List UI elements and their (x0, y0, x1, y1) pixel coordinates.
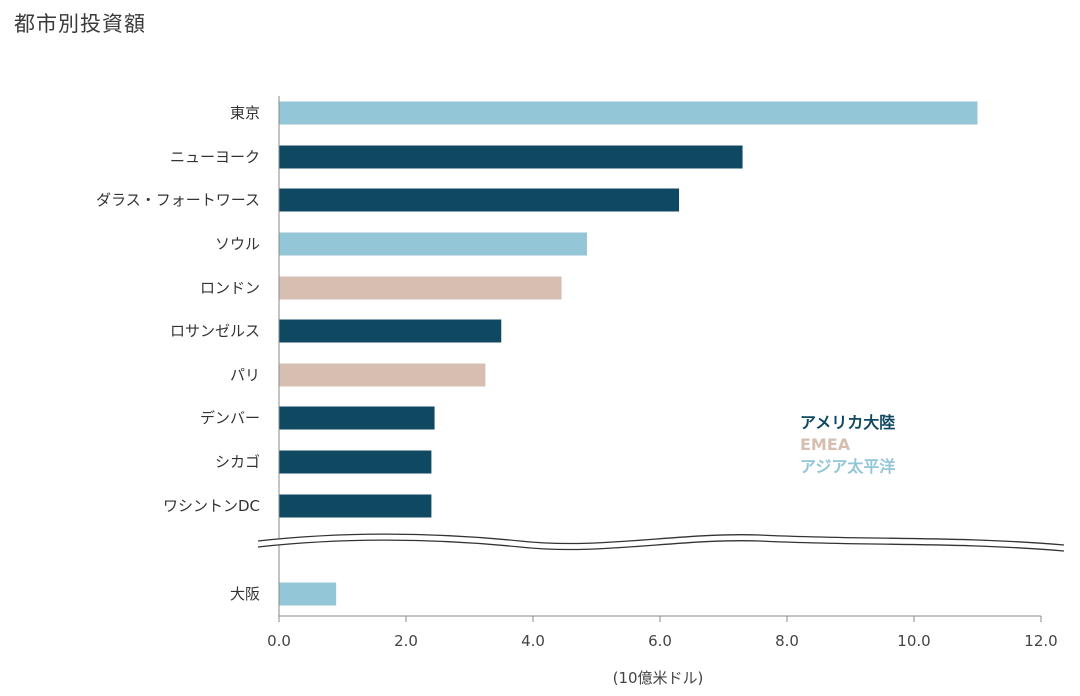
category-label: ロサンゼルス (170, 322, 260, 340)
category-label: シカゴ (215, 453, 260, 471)
category-label: 東京 (230, 104, 260, 122)
category-labels: 東京ニューヨークダラス・フォートワースソウルロンドンロサンゼルスパリデンバーシカ… (96, 104, 260, 603)
category-label: ロンドン (200, 279, 260, 297)
x-axis: 0.0 2.0 4.0 6.0 8.0 10.0 12.0 (267, 96, 1058, 650)
bar-5 (279, 319, 502, 343)
x-tick-label: 8.0 (775, 632, 799, 650)
x-tick-label: 10.0 (897, 632, 930, 650)
category-label: 大阪 (230, 585, 260, 603)
category-label: ソウル (215, 235, 260, 253)
x-axis-label: (10億米ドル) (613, 669, 704, 687)
bar-7 (279, 406, 435, 430)
category-label: ダラス・フォートワース (96, 191, 260, 209)
chart-title: 都市別投資額 (14, 12, 146, 36)
category-label: デンバー (200, 409, 260, 427)
bar-3 (279, 232, 587, 256)
axis-break-line-top (257, 533, 1065, 546)
axis-break-line-bottom (257, 539, 1065, 552)
bar-1 (279, 145, 743, 169)
category-label: ニューヨーク (170, 148, 260, 166)
bar-9 (279, 494, 432, 518)
legend-item: EMEA (800, 435, 851, 454)
bar-10 (279, 582, 337, 606)
x-tick-label: 12.0 (1024, 632, 1057, 650)
bar-6 (279, 363, 486, 387)
x-tick-label: 2.0 (394, 632, 418, 650)
bar-2 (279, 188, 680, 212)
x-tick-label: 0.0 (267, 632, 291, 650)
category-label: ワシントンDC (163, 497, 260, 515)
legend-item: アメリカ大陸 (800, 413, 895, 432)
axis-break (257, 533, 1065, 552)
bars-group (279, 101, 978, 606)
x-tick-label: 4.0 (521, 632, 545, 650)
category-label: パリ (230, 366, 260, 384)
legend: アメリカ大陸 EMEA アジア太平洋 (800, 413, 895, 476)
x-tick-label: 6.0 (648, 632, 672, 650)
legend-item: アジア太平洋 (800, 457, 895, 476)
bar-8 (279, 450, 432, 474)
bar-0 (279, 101, 978, 125)
bar-4 (279, 276, 562, 300)
axis-break-gap (258, 534, 1064, 551)
